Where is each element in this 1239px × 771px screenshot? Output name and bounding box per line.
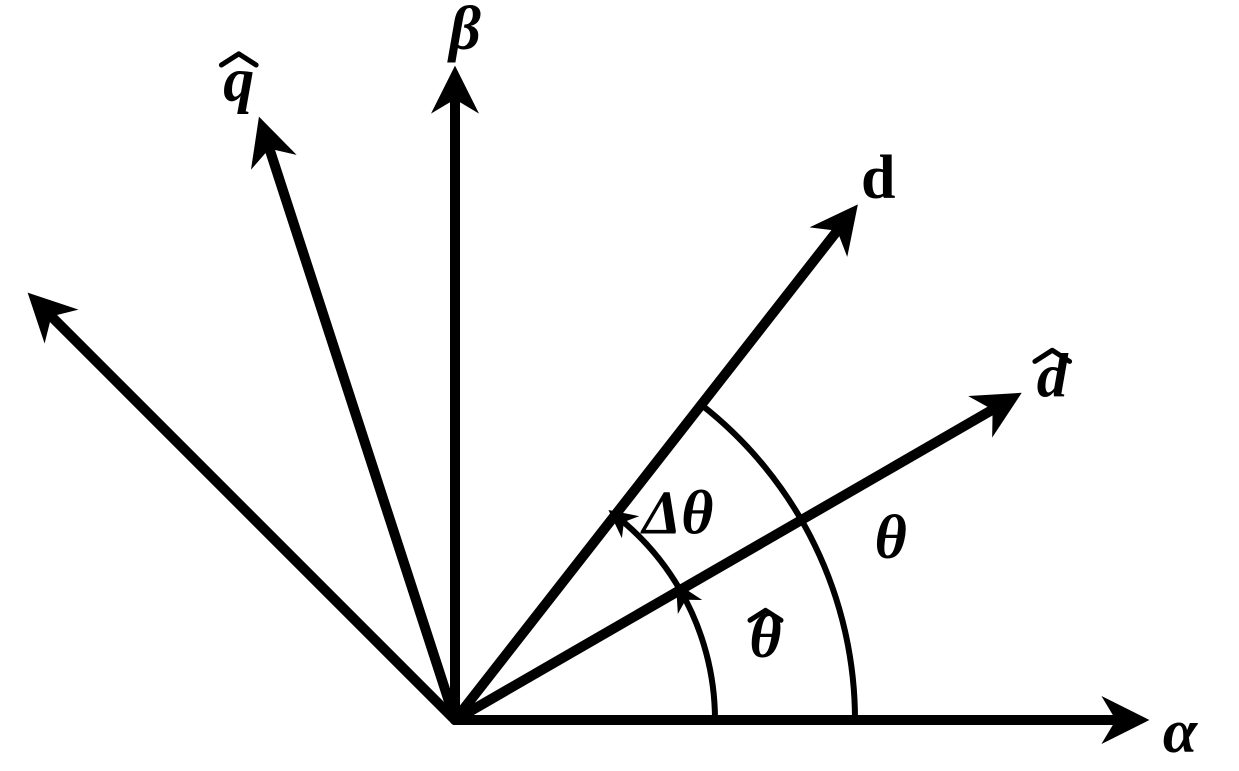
svg-text:α: α — [1163, 698, 1199, 766]
alpha-label: α — [1163, 698, 1199, 766]
vector-frame-diagram: αddβqqθθΔθ — [0, 0, 1239, 771]
q_hat-axis — [263, 130, 455, 720]
d_hat-label: d — [1035, 343, 1070, 411]
svg-text:β: β — [447, 0, 481, 63]
d-axis — [455, 216, 849, 720]
q_hat-label: q — [221, 46, 256, 114]
svg-text:Δθ: Δθ — [639, 479, 713, 547]
d_hat-axis — [455, 400, 1009, 720]
theta-label: θ — [875, 504, 907, 572]
svg-text:d: d — [861, 144, 895, 212]
beta-label: β — [447, 0, 481, 63]
svg-text:θ: θ — [875, 504, 907, 572]
delta_theta-label: Δθ — [639, 479, 713, 547]
theta_hat-label: θ — [749, 603, 781, 671]
d-label: d — [861, 144, 895, 212]
theta_hat-arc — [680, 590, 715, 720]
